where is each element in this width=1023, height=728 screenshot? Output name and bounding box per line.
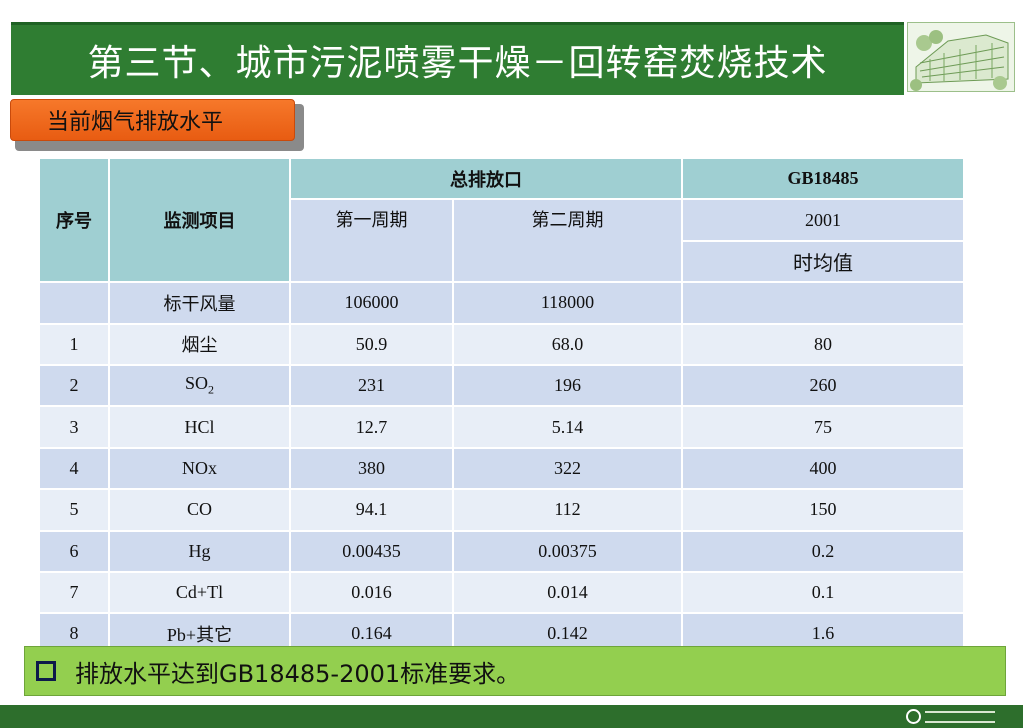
logo-wordmark-icon: [925, 710, 995, 723]
table-row: 1 烟尘 50.9 68.0 80: [38, 322, 965, 366]
table-row: 3 HCl 12.7 5.14 75: [38, 405, 965, 449]
row-standard: 0.2: [681, 529, 965, 573]
row-period-2: 0.00375: [452, 529, 683, 573]
row-period-1: 380: [289, 446, 454, 491]
note-text: 排放水平达到GB18485-2001标准要求。: [75, 659, 521, 688]
row-period-1: 0.00435: [289, 529, 454, 573]
row-period-2: 322: [452, 446, 683, 491]
row-item: Cd+Tl: [108, 570, 291, 615]
title-bar: 第三节、城市污泥喷雾干燥－回转窑焚烧技术: [11, 22, 904, 95]
row-period-1: 50.9: [289, 322, 454, 366]
row-period-2: 68.0: [452, 322, 683, 366]
row-item: 标干风量: [108, 281, 291, 325]
row-standard: 400: [681, 446, 965, 491]
header-period-2: 第二周期: [452, 198, 683, 284]
university-logo-icon: [906, 708, 995, 725]
row-index: 1: [38, 322, 110, 366]
row-index: 6: [38, 529, 110, 573]
row-period-1: 0.016: [289, 570, 454, 615]
row-item: Hg: [108, 529, 291, 573]
table-row: 5 CO 94.1 112 150: [38, 488, 965, 532]
row-period-2: 112: [452, 488, 683, 532]
note-bar: 排放水平达到GB18485-2001标准要求。: [24, 646, 1006, 696]
row-item-text: SO: [184, 373, 208, 394]
row-item: CO: [108, 488, 291, 532]
row-index: 3: [38, 405, 110, 449]
campus-building-illustration: [908, 23, 1014, 91]
row-index: 5: [38, 488, 110, 532]
row-item-subscript: 2: [208, 382, 214, 397]
table-row: 2 SO2 231 196 260: [38, 363, 965, 408]
table-row: 4 NOx 380 322 400: [38, 446, 965, 491]
row-standard: 260: [681, 363, 965, 408]
row-standard: 75: [681, 405, 965, 449]
campus-building-icon: [907, 22, 1015, 92]
square-bullet-icon: [36, 661, 56, 681]
row-item: SO2: [108, 363, 291, 408]
section-label: 当前烟气排放水平: [47, 110, 224, 135]
table-row: 8 Pb+其它 0.164 0.142 1.6: [38, 612, 965, 656]
row-index: [38, 281, 110, 325]
row-period-1: 12.7: [289, 405, 454, 449]
row-period-2: 196: [452, 363, 683, 408]
row-item: HCl: [108, 405, 291, 449]
row-item: 烟尘: [108, 322, 291, 366]
table-row: 标干风量 106000 118000: [38, 281, 965, 325]
row-period-2: 118000: [452, 281, 683, 325]
header-standard: GB18485: [681, 156, 965, 201]
row-period-1: 231: [289, 363, 454, 408]
emission-table: 序号 监测项目 总排放口 GB18485 第一周期 第二周期 2001 时均值 …: [38, 156, 965, 656]
row-period-2: 0.014: [452, 570, 683, 615]
table-row: 6 Hg 0.00435 0.00375 0.2: [38, 529, 965, 573]
row-index: 2: [38, 363, 110, 408]
row-standard: [681, 281, 965, 325]
row-standard: 80: [681, 322, 965, 366]
header-item: 监测项目: [108, 156, 291, 284]
row-period-1: 106000: [289, 281, 454, 325]
header-standard-year: 2001: [681, 198, 965, 242]
header-standard-basis: 时均值: [681, 239, 965, 284]
row-index: 4: [38, 446, 110, 491]
emblem-icon: [906, 709, 921, 724]
section-tab: 当前烟气排放水平: [10, 99, 295, 141]
row-index: 7: [38, 570, 110, 615]
table-row: 7 Cd+Tl 0.016 0.014 0.1: [38, 570, 965, 615]
row-item: NOx: [108, 446, 291, 491]
footer-bar: [0, 705, 1023, 728]
row-period-1: 94.1: [289, 488, 454, 532]
row-period-2: 5.14: [452, 405, 683, 449]
header-period-1: 第一周期: [289, 198, 454, 284]
row-standard: 150: [681, 488, 965, 532]
row-standard: 0.1: [681, 570, 965, 615]
page-title: 第三节、城市污泥喷雾干燥－回转窑焚烧技术: [87, 43, 828, 84]
header-index: 序号: [38, 156, 110, 284]
header-outlet: 总排放口: [289, 156, 683, 201]
